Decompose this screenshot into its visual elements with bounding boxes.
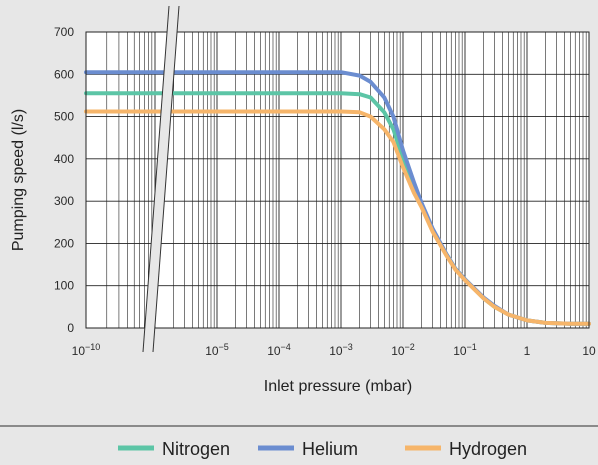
series-group xyxy=(84,70,591,326)
axis-break-line-left xyxy=(142,5,170,353)
x-tick-label: 10−3 xyxy=(329,342,353,358)
legend-label-nitrogen: Nitrogen xyxy=(162,439,230,459)
y-tick-label: 400 xyxy=(54,152,74,166)
legend: Nitrogen Helium Hydrogen xyxy=(118,439,527,459)
x-tick-label: 10−4 xyxy=(267,342,291,358)
grid-lines xyxy=(86,32,589,328)
x-tick-label: 1 xyxy=(524,344,531,358)
y-tick-labels: 0 100 200 300 400 500 600 700 xyxy=(54,25,74,335)
x-tick-label: 10−2 xyxy=(391,342,415,358)
x-tick-label: 10−10 xyxy=(72,342,101,358)
x-tick-labels: 10−10 10−5 10−4 10−3 10−2 10−1 1 10 xyxy=(72,342,596,358)
axis-break-line-right xyxy=(152,5,180,353)
axis-break-gap xyxy=(143,6,179,352)
y-tick-label: 700 xyxy=(54,25,74,39)
y-tick-label: 500 xyxy=(54,110,74,124)
legend-label-hydrogen: Hydrogen xyxy=(449,439,527,459)
series-line-hydrogen xyxy=(84,109,591,326)
y-tick-label: 100 xyxy=(54,279,74,293)
plot-border xyxy=(85,31,590,329)
x-tick-label: 10−1 xyxy=(453,342,477,358)
y-tick-label: 600 xyxy=(54,67,74,81)
y-axis-label: Pumping speed (l/s) xyxy=(10,109,27,251)
legend-label-helium: Helium xyxy=(302,439,358,459)
axis-break xyxy=(142,5,180,353)
y-tick-label: 300 xyxy=(54,194,74,208)
y-tick-label: 200 xyxy=(54,236,74,250)
x-tick-label: 10 xyxy=(582,344,596,358)
y-tick-label: 0 xyxy=(67,321,74,335)
x-tick-label: 10−5 xyxy=(205,342,229,358)
x-axis-label: Inlet pressure (mbar) xyxy=(264,378,413,395)
